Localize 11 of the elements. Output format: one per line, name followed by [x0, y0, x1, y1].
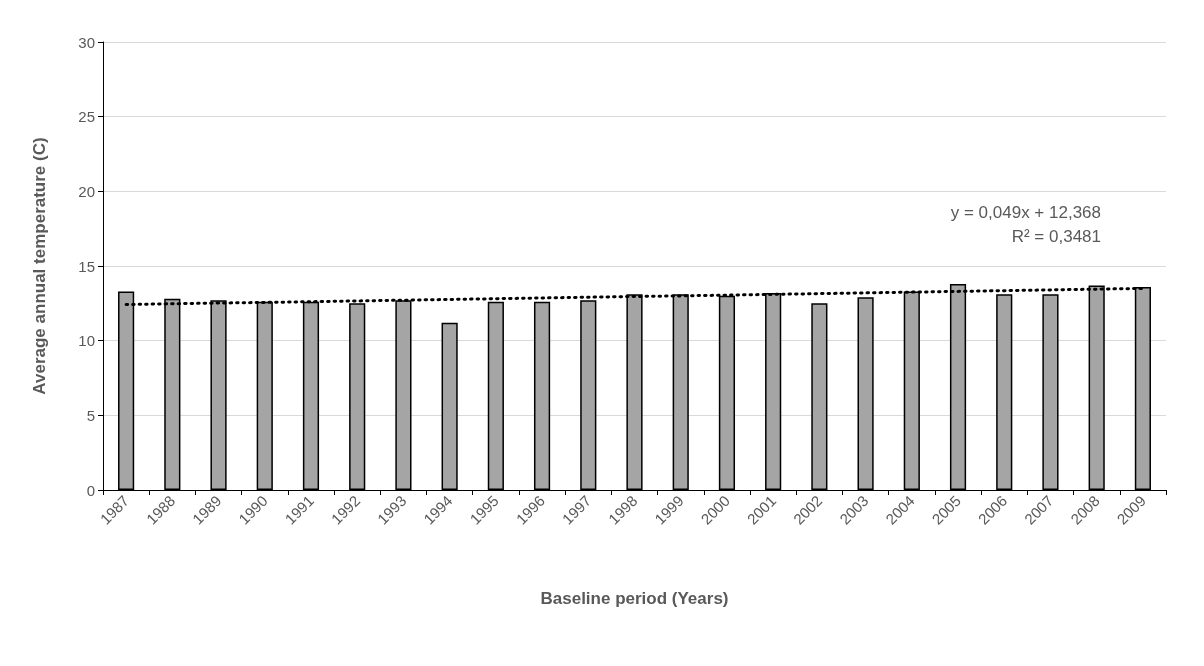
y-tick-label: 30: [78, 33, 95, 51]
annotation: R² = 0,3481: [1011, 227, 1101, 246]
y-tick-label: 5: [86, 406, 95, 424]
x-axis-title: Baseline period (Years): [540, 589, 729, 608]
y-tick-label: 15: [78, 257, 95, 275]
y-tick-label: 10: [78, 332, 95, 350]
annotation: y = 0,049x + 12,368: [950, 203, 1102, 222]
y-tick-label: 25: [78, 108, 95, 126]
y-tick-label: 0: [86, 481, 95, 499]
y-axis-title: Average annual temperature (C): [30, 137, 49, 395]
y-tick-label: 20: [78, 182, 95, 200]
